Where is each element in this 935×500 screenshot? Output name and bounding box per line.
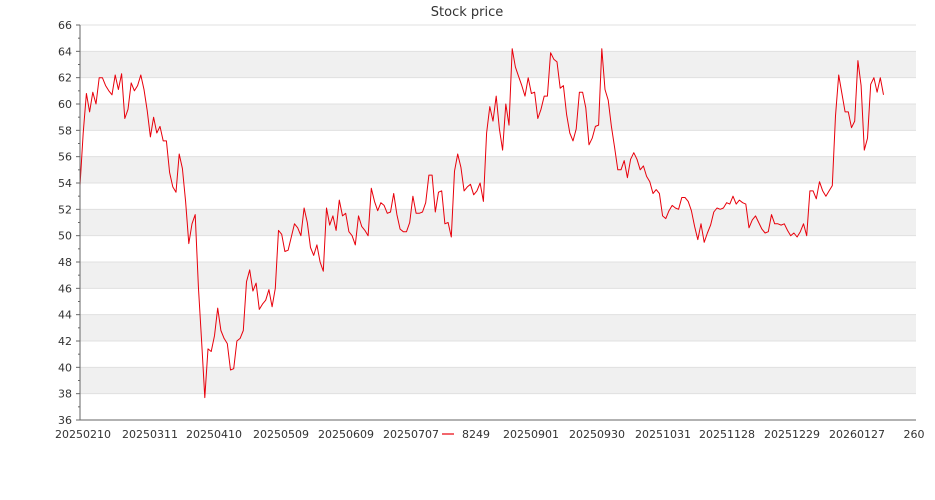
x-tick-label: 20260127 (829, 428, 885, 441)
y-tick-label: 52 (58, 203, 72, 216)
y-tick-label: 66 (58, 19, 72, 32)
x-tick-label: 20250509 (253, 428, 309, 441)
x-tick-label: 20250410 (186, 428, 242, 441)
x-axis: 20250210 20250311 20250410 20250509 20250609… (55, 419, 925, 441)
series-line-8249 (79, 48, 884, 399)
y-tick-label: 64 (58, 45, 72, 58)
grid-band (80, 367, 916, 394)
y-tick-label: 38 (58, 388, 72, 401)
legend-label-8249: 8249 (462, 428, 490, 441)
grid-band (80, 262, 916, 289)
x-tick-label: 20250901 (503, 428, 559, 441)
y-tick-label: 42 (58, 335, 72, 348)
grid-band (80, 156, 916, 183)
y-tick-label: 36 (58, 414, 72, 427)
chart-title: Stock price (431, 5, 503, 20)
grid-band (80, 314, 916, 341)
x-tick-label: 20250210 (55, 428, 111, 441)
y-tick-label: 50 (58, 230, 72, 243)
y-tick-label: 40 (58, 361, 72, 374)
x-tick-label: 20251229 (764, 428, 820, 441)
x-tick-label: 20250311 (122, 428, 178, 441)
grid-lines (80, 24, 916, 421)
legend: 8249 (442, 428, 490, 441)
y-tick-label: 60 (58, 98, 72, 111)
x-tick-label: 20251031 (635, 428, 691, 441)
series-layer (79, 48, 884, 399)
y-tick-label: 56 (58, 151, 72, 164)
x-tick-label: 20250707 (383, 428, 439, 441)
y-tick-label: 48 (58, 256, 72, 269)
grid-band (80, 209, 916, 236)
y-tick-label: 46 (58, 282, 72, 295)
grid-band (80, 51, 916, 78)
x-tick-label: 20250609 (318, 428, 374, 441)
y-tick-label: 54 (58, 177, 72, 190)
y-tick-label: 62 (58, 72, 72, 85)
y-tick-label: 44 (58, 309, 72, 322)
grid-bands (80, 51, 916, 394)
y-tick-label: 58 (58, 124, 72, 137)
x-tick-label: 20251128 (699, 428, 755, 441)
x-tick-label: 260 (904, 428, 925, 441)
y-axis: 36 38 40 42 44 46 48 50 52 54 56 58 60 62 64 66 (58, 19, 81, 427)
x-tick-label: 20250930 (569, 428, 625, 441)
